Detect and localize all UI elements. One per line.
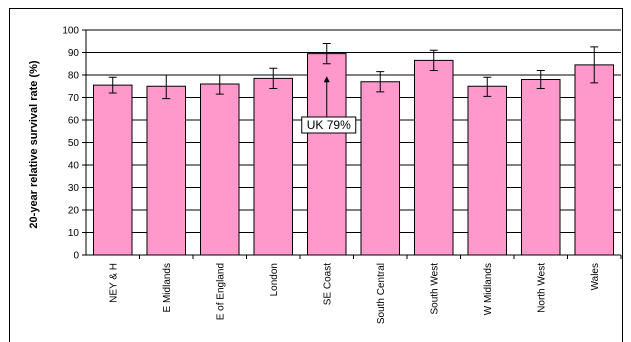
y-tick-label: 90: [68, 48, 80, 59]
x-tick-label: North West: [536, 263, 547, 313]
bar: [146, 85, 187, 256]
bar: [520, 79, 561, 256]
x-tick-label: W Midlands: [483, 263, 494, 315]
x-tick-label: South Central: [376, 263, 387, 324]
y-tick-label: 30: [68, 183, 80, 194]
y-tick-label: 60: [68, 116, 80, 127]
x-tick-label: Wales: [590, 263, 601, 290]
y-tick-label: 50: [68, 138, 80, 149]
y-tick-label: 80: [68, 71, 80, 82]
annotation-label: UK 79%: [307, 118, 351, 132]
x-tick-label: SE Coast: [322, 263, 333, 305]
y-tick-label: 100: [62, 26, 79, 37]
bar: [413, 59, 454, 256]
y-tick-label: 0: [73, 251, 79, 262]
y-tick-label: 10: [68, 228, 80, 239]
bar: [199, 83, 240, 256]
bar: [253, 77, 294, 256]
x-tick-label: NEY & H: [108, 263, 119, 303]
bar: [574, 64, 615, 256]
bar: [360, 81, 401, 256]
y-tick-label: 20: [68, 206, 80, 217]
y-tick-label: 70: [68, 93, 80, 104]
y-tick-label: 40: [68, 161, 80, 172]
x-tick-label: London: [269, 263, 280, 296]
annotation-arrow-head: [323, 76, 330, 83]
x-tick-label: South West: [429, 263, 440, 315]
y-axis-label: 20-year relative survival rate (%): [28, 60, 40, 228]
x-tick-label: E Midlands: [162, 263, 173, 312]
bar: [92, 84, 133, 256]
bar: [467, 85, 508, 256]
x-tick-label: E of England: [215, 263, 226, 320]
annotation-box: [301, 116, 357, 134]
